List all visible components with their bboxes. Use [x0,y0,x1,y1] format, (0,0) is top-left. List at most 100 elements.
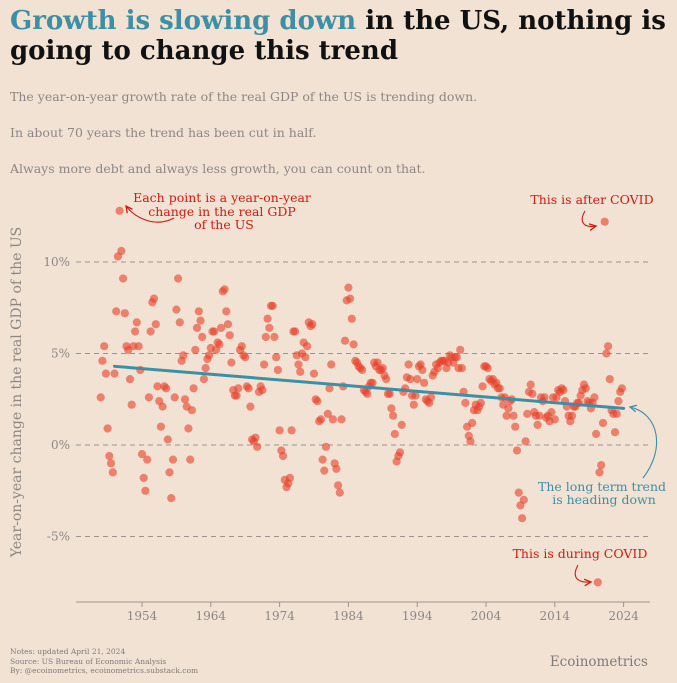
data-point [275,426,284,435]
data-point [313,397,322,406]
data-point [106,459,116,468]
data-point [495,384,504,393]
data-point [120,309,129,318]
data-point [318,455,327,464]
data-point [335,488,344,497]
data-point [162,384,171,393]
data-point [151,320,160,329]
data-point [168,455,178,464]
data-point [478,382,487,391]
data-point [127,400,136,409]
data-point [223,320,233,329]
data-point [125,375,135,384]
data-point [605,375,614,384]
data-point [220,285,229,294]
data-point [378,364,387,373]
subtitle-2: In about 70 years the trend has been cut… [10,125,317,140]
data-point [189,384,198,393]
data-point [131,327,140,336]
data-point [518,514,527,523]
data-point [344,283,353,292]
data-point [600,217,609,226]
data-point [265,323,274,332]
annotation-points-arrow [126,206,175,223]
data-point [452,353,461,362]
data-point [296,367,305,376]
chart-notes: Notes: updated April 21, 2024 Source: US… [10,647,198,676]
data-point [165,468,174,477]
data-point [509,411,518,420]
data-point [258,386,267,395]
annotation-points: Each point is a year-on-year change in t… [133,190,315,232]
trend-line-group [112,364,626,410]
data-point [184,424,193,433]
data-point [268,301,277,310]
data-point [115,206,124,215]
trend-line [112,364,626,410]
data-point [132,318,141,327]
chart-title: Growth is slowing down in the US, nothin… [10,6,670,66]
data-point [325,384,334,393]
data-point [285,473,294,482]
x-tick-label: 2004 [471,609,502,623]
data-point [308,320,317,329]
data-point [143,455,152,464]
data-point [397,420,406,429]
data-point [340,336,350,345]
data-point [385,389,394,398]
data-point [278,451,288,461]
data-point [547,408,556,417]
data-point [232,391,241,400]
data-point [303,342,312,351]
data-point [389,411,398,420]
data-point [210,327,219,336]
data-point [179,351,188,360]
data-point [251,433,260,442]
data-point [528,389,537,398]
data-point [456,345,465,354]
data-point [153,382,162,391]
data-point [550,415,559,424]
data-point [191,345,200,354]
x-tick-label: 2014 [540,609,571,623]
data-point [328,415,337,424]
data-point [180,395,190,404]
data-point [368,378,377,387]
data-point [241,353,250,362]
data-point [96,393,105,402]
data-point [535,411,544,420]
data-point [100,342,109,351]
data-point [349,340,358,349]
data-point [323,409,332,418]
data-point [98,356,107,365]
data-point [617,384,627,393]
data-point [287,426,296,435]
data-point [272,353,281,362]
data-point [144,393,153,402]
data-point [273,365,282,375]
data-point [215,340,224,349]
annotation-points-line-3: of the US [194,217,254,232]
gridlines [76,261,650,537]
x-tick-label: 2024 [608,609,639,623]
data-point [253,442,262,451]
data-point [595,468,604,477]
title-rest: in the US, nothing is going to change th… [10,6,666,66]
data-point [346,294,355,303]
data-point [103,424,112,433]
data-point [309,369,319,378]
data-point [409,400,418,409]
data-point [149,294,159,303]
data-point [260,360,269,369]
data-point [540,393,549,402]
data-point [186,455,195,464]
data-point [406,375,415,384]
data-point [291,327,300,336]
data-point [612,409,621,418]
data-point [512,446,522,455]
annotation-trend-line-1: The long term trend [538,479,666,494]
data-point [101,369,110,378]
data-point [521,437,530,446]
data-point [461,398,470,407]
